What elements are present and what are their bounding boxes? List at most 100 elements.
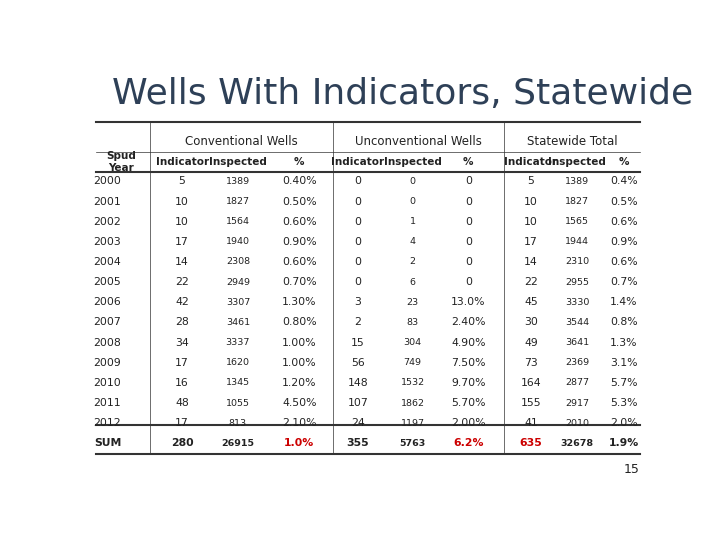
Text: 3330: 3330	[565, 298, 590, 307]
Text: 1827: 1827	[565, 197, 589, 206]
Text: 304: 304	[403, 338, 422, 347]
Text: 0: 0	[465, 277, 472, 287]
Text: 56: 56	[351, 357, 365, 368]
Text: 0.6%: 0.6%	[610, 217, 638, 227]
Text: 2012: 2012	[94, 418, 121, 428]
Text: Statewide Total: Statewide Total	[526, 136, 617, 148]
Text: Conventional Wells: Conventional Wells	[185, 136, 298, 148]
Text: 107: 107	[348, 398, 368, 408]
Text: 355: 355	[346, 438, 369, 448]
Text: 280: 280	[171, 438, 194, 448]
Text: 0.9%: 0.9%	[610, 237, 638, 247]
Text: 2.40%: 2.40%	[451, 318, 485, 327]
Text: 5: 5	[179, 177, 186, 186]
Text: 2.0%: 2.0%	[610, 418, 638, 428]
Text: 3544: 3544	[565, 318, 589, 327]
Text: 148: 148	[348, 378, 368, 388]
Text: 1565: 1565	[565, 217, 589, 226]
Text: Inspected: Inspected	[548, 157, 606, 167]
Text: 1944: 1944	[565, 237, 589, 246]
Text: 48: 48	[175, 398, 189, 408]
Text: 155: 155	[521, 398, 541, 408]
Text: 2001: 2001	[94, 197, 121, 206]
Text: 2917: 2917	[565, 399, 589, 408]
Text: 15: 15	[624, 463, 639, 476]
Text: 13.0%: 13.0%	[451, 298, 485, 307]
Text: SUM: SUM	[94, 438, 121, 448]
Text: 1620: 1620	[226, 358, 250, 367]
Text: 0: 0	[465, 217, 472, 227]
Text: 0: 0	[354, 257, 361, 267]
Text: 14: 14	[524, 257, 538, 267]
Text: 2: 2	[354, 318, 361, 327]
Text: 3641: 3641	[565, 338, 589, 347]
Text: 0: 0	[410, 197, 415, 206]
Text: 2011: 2011	[94, 398, 121, 408]
Text: 5.70%: 5.70%	[451, 398, 485, 408]
Text: 49: 49	[524, 338, 538, 348]
Text: 1.00%: 1.00%	[282, 357, 317, 368]
Text: 5: 5	[527, 177, 534, 186]
Text: 1: 1	[410, 217, 415, 226]
Text: 1862: 1862	[400, 399, 425, 408]
Text: Wells With Indicators, Statewide: Wells With Indicators, Statewide	[112, 77, 693, 111]
Text: 10: 10	[175, 217, 189, 227]
Text: 0.70%: 0.70%	[282, 277, 317, 287]
Text: 2310: 2310	[565, 258, 589, 266]
Text: 26915: 26915	[221, 439, 254, 448]
Text: Spud
Year: Spud Year	[107, 151, 136, 173]
Text: 45: 45	[524, 298, 538, 307]
Text: 42: 42	[175, 298, 189, 307]
Text: 2004: 2004	[94, 257, 121, 267]
Text: 2005: 2005	[94, 277, 121, 287]
Text: 0.7%: 0.7%	[610, 277, 638, 287]
Text: 0: 0	[354, 277, 361, 287]
Text: 0: 0	[354, 217, 361, 227]
Text: 5763: 5763	[400, 439, 426, 448]
Text: 4.90%: 4.90%	[451, 338, 485, 348]
Text: 17: 17	[175, 357, 189, 368]
Text: 10: 10	[524, 217, 538, 227]
Text: 0: 0	[465, 177, 472, 186]
Text: 0.90%: 0.90%	[282, 237, 317, 247]
Text: 1.20%: 1.20%	[282, 378, 317, 388]
Text: 0: 0	[465, 237, 472, 247]
Text: 1564: 1564	[226, 217, 250, 226]
Text: 2006: 2006	[94, 298, 121, 307]
Text: 15: 15	[351, 338, 365, 348]
Text: 1389: 1389	[226, 177, 250, 186]
Text: 6: 6	[410, 278, 415, 287]
Text: 1.4%: 1.4%	[611, 298, 638, 307]
Text: Indicator: Indicator	[331, 157, 384, 167]
Text: 9.70%: 9.70%	[451, 378, 485, 388]
Text: 5.3%: 5.3%	[611, 398, 638, 408]
Text: Indicator: Indicator	[504, 157, 557, 167]
Text: 1827: 1827	[226, 197, 250, 206]
Text: 17: 17	[524, 237, 538, 247]
Text: 17: 17	[175, 418, 189, 428]
Text: 1389: 1389	[565, 177, 589, 186]
Text: 73: 73	[524, 357, 538, 368]
Text: 3337: 3337	[225, 338, 250, 347]
Text: 24: 24	[351, 418, 365, 428]
Text: 2000: 2000	[94, 177, 121, 186]
Text: 3.1%: 3.1%	[611, 357, 638, 368]
Text: 635: 635	[519, 438, 542, 448]
Text: 14: 14	[175, 257, 189, 267]
Text: 10: 10	[524, 197, 538, 206]
Text: 0: 0	[354, 177, 361, 186]
Text: 17: 17	[175, 237, 189, 247]
Text: 0: 0	[354, 237, 361, 247]
Text: 1197: 1197	[400, 418, 425, 428]
Text: 2002: 2002	[94, 217, 121, 227]
Text: 2010: 2010	[565, 418, 589, 428]
Text: 5.7%: 5.7%	[611, 378, 638, 388]
Text: 2003: 2003	[94, 237, 121, 247]
Text: 3307: 3307	[226, 298, 250, 307]
Text: 3: 3	[354, 298, 361, 307]
Text: 7.50%: 7.50%	[451, 357, 485, 368]
Text: 22: 22	[524, 277, 538, 287]
Text: 0: 0	[465, 257, 472, 267]
Text: 2.00%: 2.00%	[451, 418, 485, 428]
Text: 0.4%: 0.4%	[610, 177, 638, 186]
